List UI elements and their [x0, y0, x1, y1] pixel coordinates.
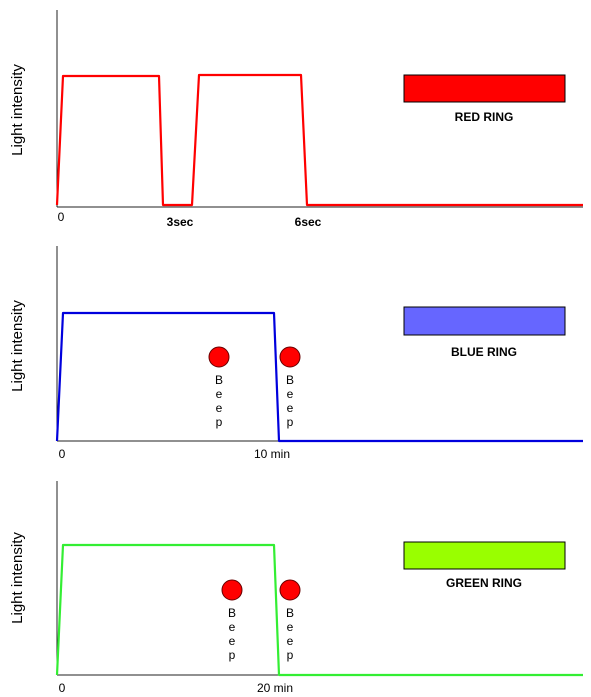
red-legend-label: RED RING	[455, 110, 514, 124]
beep-letter: e	[216, 387, 223, 401]
beep-dot-icon	[208, 346, 230, 368]
red-tick-label: 0	[58, 210, 65, 224]
green-legend-label: GREEN RING	[446, 576, 522, 590]
green-intensity-line	[55, 543, 583, 677]
red-ring-panel: Light intensity RED RING 0 3sec 6sec	[9, 10, 583, 229]
blue-ylabel: Light intensity	[9, 300, 26, 392]
beep-letter: p	[287, 415, 294, 429]
beep-dot-icon	[279, 346, 301, 368]
green-ylabel: Light intensity	[9, 532, 26, 624]
beep-letter: p	[216, 415, 223, 429]
red-tick-label: 3sec	[167, 215, 194, 229]
red-tick-label: 6sec	[295, 215, 322, 229]
green-tick-label: 0	[59, 681, 66, 695]
blue-legend-swatch	[403, 306, 566, 336]
blue-intensity-line	[55, 311, 583, 443]
red-intensity-line	[55, 73, 583, 207]
red-legend-swatch	[403, 74, 566, 103]
beep-letter: e	[229, 620, 236, 634]
beep-letter: e	[287, 634, 294, 648]
blue-tick-label: 0	[59, 447, 66, 461]
beep-letter: B	[215, 373, 223, 387]
beep-letter: e	[287, 620, 294, 634]
green-legend-swatch	[403, 541, 566, 570]
beep-letter: B	[286, 606, 294, 620]
green-tick-label: 20 min	[257, 681, 293, 695]
beep-letter: e	[216, 401, 223, 415]
beep-dot-icon	[221, 579, 243, 601]
beep-letter: p	[287, 648, 294, 662]
beep-letter: B	[286, 373, 294, 387]
beep-dot-icon	[279, 579, 301, 601]
red-ylabel: Light intensity	[9, 64, 26, 156]
blue-tick-label: 10 min	[254, 447, 290, 461]
beep-letter: e	[287, 387, 294, 401]
beep-letter: p	[229, 648, 236, 662]
beep-letter: B	[228, 606, 236, 620]
beep-letter: e	[287, 401, 294, 415]
beep-letter: e	[229, 634, 236, 648]
blue-legend-label: BLUE RING	[451, 345, 517, 359]
